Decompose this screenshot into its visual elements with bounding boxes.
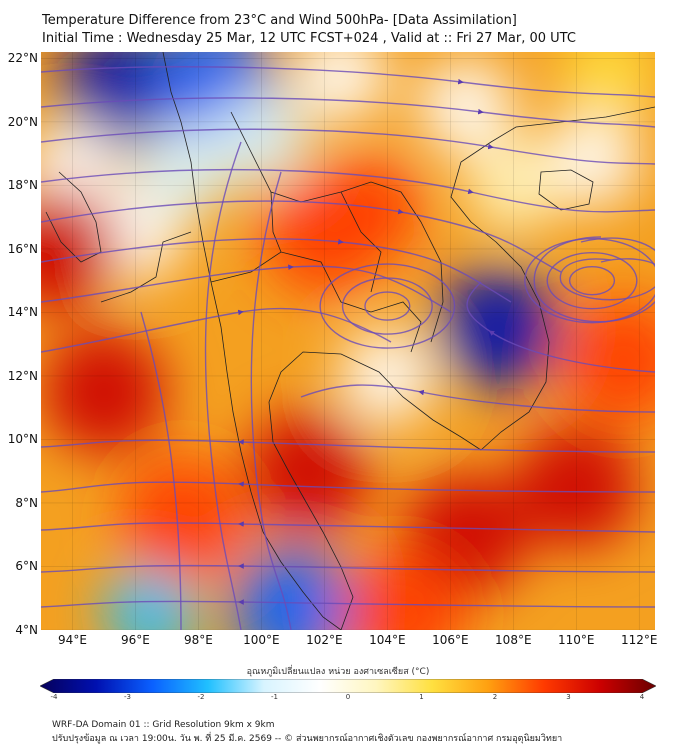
anomaly-blob-21 [341,552,466,630]
cyclone-ring-1-1 [341,277,433,335]
anomaly-blob-2 [213,89,310,186]
lon-label-102: 102°E [306,633,343,647]
colorbar-tick-2: -2 [197,693,205,701]
lat-label-4: 4°N [15,623,38,637]
colorbar [40,679,656,693]
anomaly-blob-24 [465,137,562,234]
lat-label-6: 6°N [15,559,38,574]
cyclone-ring-1-0 [364,291,411,321]
lon-label-108: 108°E [495,633,532,647]
map-title: Temperature Difference from 23°C and Win… [42,13,517,28]
lon-label-96: 96°E [121,633,150,647]
colorbar-tick-3: -1 [271,693,278,701]
lat-label-22: 22°N [7,51,38,66]
lat-label-12: 12°N [7,368,38,383]
lat-label-14: 14°N [7,305,38,320]
map-subtitle: Initial Time : Wednesday 25 Mar, 12 UTC … [42,31,576,46]
anomaly-blob-9 [435,266,560,391]
colorbar-tick-0: -4 [50,693,58,701]
lat-label-8: 8°N [15,495,38,510]
anomaly-blob-7 [418,57,515,154]
footer-update-info: ปรับปรุงข้อมูล ณ เวลา 19:00น. วัน พ. ที่… [52,734,563,744]
lat-label-10: 10°N [7,432,38,447]
temperature-field [41,52,655,630]
colorbar-tick-8: 4 [639,693,645,701]
graticule [41,52,655,630]
lon-label-106: 106°E [432,633,469,647]
lat-label-20: 20°N [7,114,38,129]
lon-label-110: 110°E [558,633,595,647]
lat-label-18: 18°N [7,178,38,193]
cyclone-ring-0-1 [546,251,638,310]
anomaly-blob-19 [561,298,655,423]
colorbar-title: อุณหภูมิเปลี่ยนแปลง หน่วย องศาเซลเซียส (… [246,667,430,677]
lon-label-112: 112°E [621,633,658,647]
lon-label-94: 94°E [58,633,87,647]
wind-streamlines [41,66,655,630]
colorbar-bar [40,679,656,693]
colorbar-tick-6: 2 [492,693,498,701]
cyclone-ring-0-0 [568,265,616,296]
anomaly-blob-23 [559,52,655,123]
colorbar-tick-7: 3 [566,693,571,701]
anomaly-blob-8 [544,111,641,208]
colorbar-tick-1: -3 [124,693,131,701]
temperature-wind-map [41,52,655,630]
anomaly-blob-16 [41,329,166,454]
cyclone-ring-1-2 [319,263,456,349]
anomaly-blob-5 [134,121,231,218]
colorbar-tick-5: 1 [419,693,424,701]
lon-label-100: 100°E [243,633,280,647]
lon-label-98: 98°E [183,633,213,647]
cyclone-ring-0-2 [524,237,655,324]
lat-label-16: 16°N [7,241,38,256]
anomaly-blob-22 [120,456,245,581]
anomaly-blob-18 [514,425,639,550]
colorbar-tick-4: 0 [345,693,351,701]
footer-model-info: WRF-DA Domain 01 :: Grid Resolution 9km … [52,720,275,730]
anomaly-blob-15 [246,409,371,534]
lon-label-104: 104°E [369,633,406,647]
map-panel [41,52,655,630]
